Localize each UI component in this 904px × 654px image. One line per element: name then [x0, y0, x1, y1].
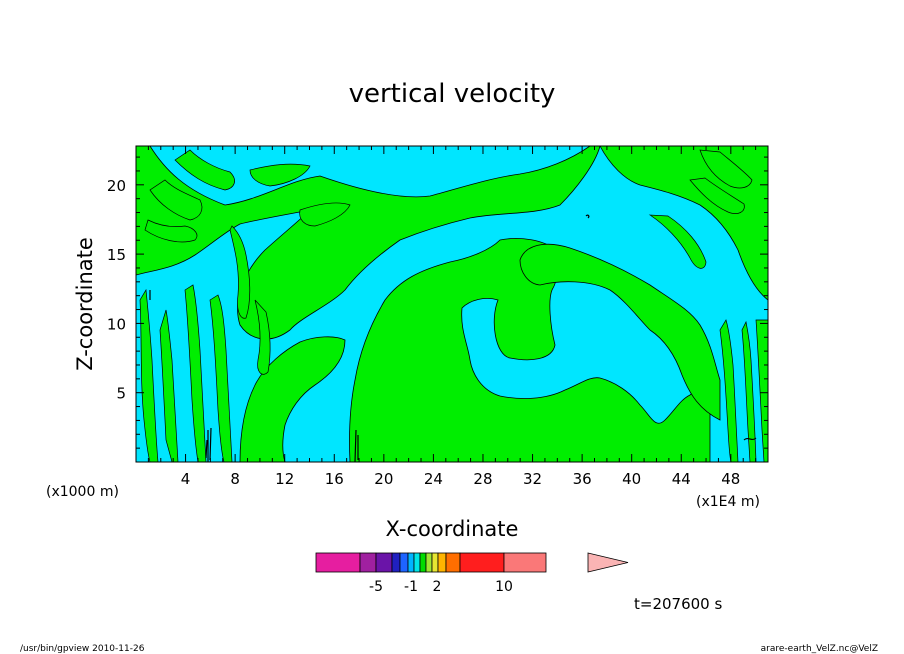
colorbar-segment [459, 552, 505, 573]
x-tick-label: 36 [573, 470, 592, 488]
x-tick-label: 44 [672, 470, 691, 488]
colorbar-segment [315, 552, 361, 573]
colorbar-segment [437, 552, 447, 573]
x-tick-label: 32 [523, 470, 542, 488]
y-tick-label: 5 [116, 385, 126, 403]
colorbar-segment [359, 552, 377, 573]
field-region [349, 238, 711, 462]
x-tick-label: 40 [622, 470, 641, 488]
colorbar-label: 2 [433, 579, 442, 595]
colorbar-arrow [587, 552, 629, 573]
colorbar-segment [503, 552, 547, 573]
x-tick-label: 12 [275, 470, 294, 488]
colorbar-segment [375, 552, 393, 573]
footer-left: /usr/bin/gpview 2010-11-26 [20, 644, 145, 654]
field-region [519, 243, 721, 421]
colorbar-segment [413, 552, 421, 573]
right-streaks [648, 149, 768, 462]
x-tick-label: 4 [181, 470, 191, 488]
x-unit-right: (x1E4 m) [696, 494, 760, 510]
colorbar-segment [425, 552, 433, 573]
colorbar-label: -1 [404, 579, 418, 595]
field-region [599, 146, 768, 301]
y-axis-label: Z-coordinate [73, 237, 97, 371]
y-tick-label: 10 [107, 315, 126, 333]
x-tick-label: 28 [473, 470, 492, 488]
colorbar: -5 -1 2 10 [315, 552, 629, 595]
x-tick-label: 20 [374, 470, 393, 488]
x-unit-left: (x1000 m) [46, 484, 119, 500]
colorbar-segment [391, 552, 401, 573]
x-tick-label: 24 [424, 470, 443, 488]
time-label: t=207600 s [634, 595, 722, 613]
x-tick-label: 8 [230, 470, 240, 488]
colorbar-segment [445, 552, 461, 573]
y-tick-label: 15 [107, 246, 126, 264]
footer-right: arare-earth_VelZ.nc@VelZ [761, 644, 878, 654]
colorbar-segment [407, 552, 415, 573]
x-tick-label: 16 [325, 470, 344, 488]
x-axis-label: X-coordinate [386, 517, 519, 541]
plot-frame [135, 145, 769, 463]
plot-field [136, 146, 768, 462]
colorbar-segment [399, 552, 409, 573]
y-axis: 5 10 15 20 [107, 156, 768, 449]
colorbar-segment [431, 552, 439, 573]
contour-marks [149, 214, 757, 462]
colorbar-segment [419, 552, 427, 573]
colorbar-label: 10 [495, 579, 513, 595]
chart-title: vertical velocity [349, 79, 556, 109]
field-region [239, 336, 346, 462]
x-tick-label: 48 [721, 470, 740, 488]
x-axis: 4 8 12 16 20 24 28 32 36 40 44 48 [147, 146, 757, 488]
y-tick-label: 20 [107, 177, 126, 195]
colorbar-label: -5 [369, 579, 383, 595]
left-streaks [139, 149, 351, 462]
